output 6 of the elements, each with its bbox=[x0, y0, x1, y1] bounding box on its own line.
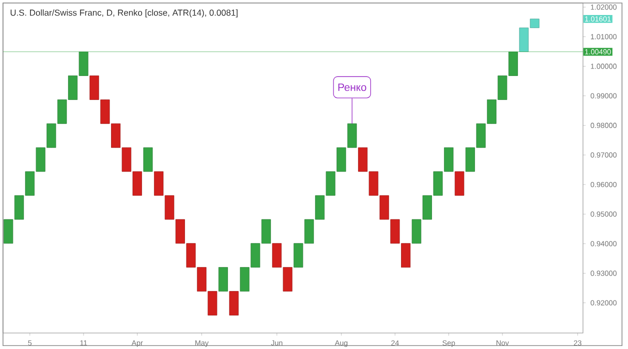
candlestick bbox=[218, 267, 228, 292]
annotation: Ренко bbox=[338, 84, 366, 92]
candlestick bbox=[454, 171, 464, 196]
candlestick bbox=[229, 291, 239, 316]
candlestick bbox=[143, 147, 153, 172]
text: U.S. Dollar/Swiss Franc, D, Renko [close, ATR(14), 0.0081] bbox=[10, 9, 238, 18]
